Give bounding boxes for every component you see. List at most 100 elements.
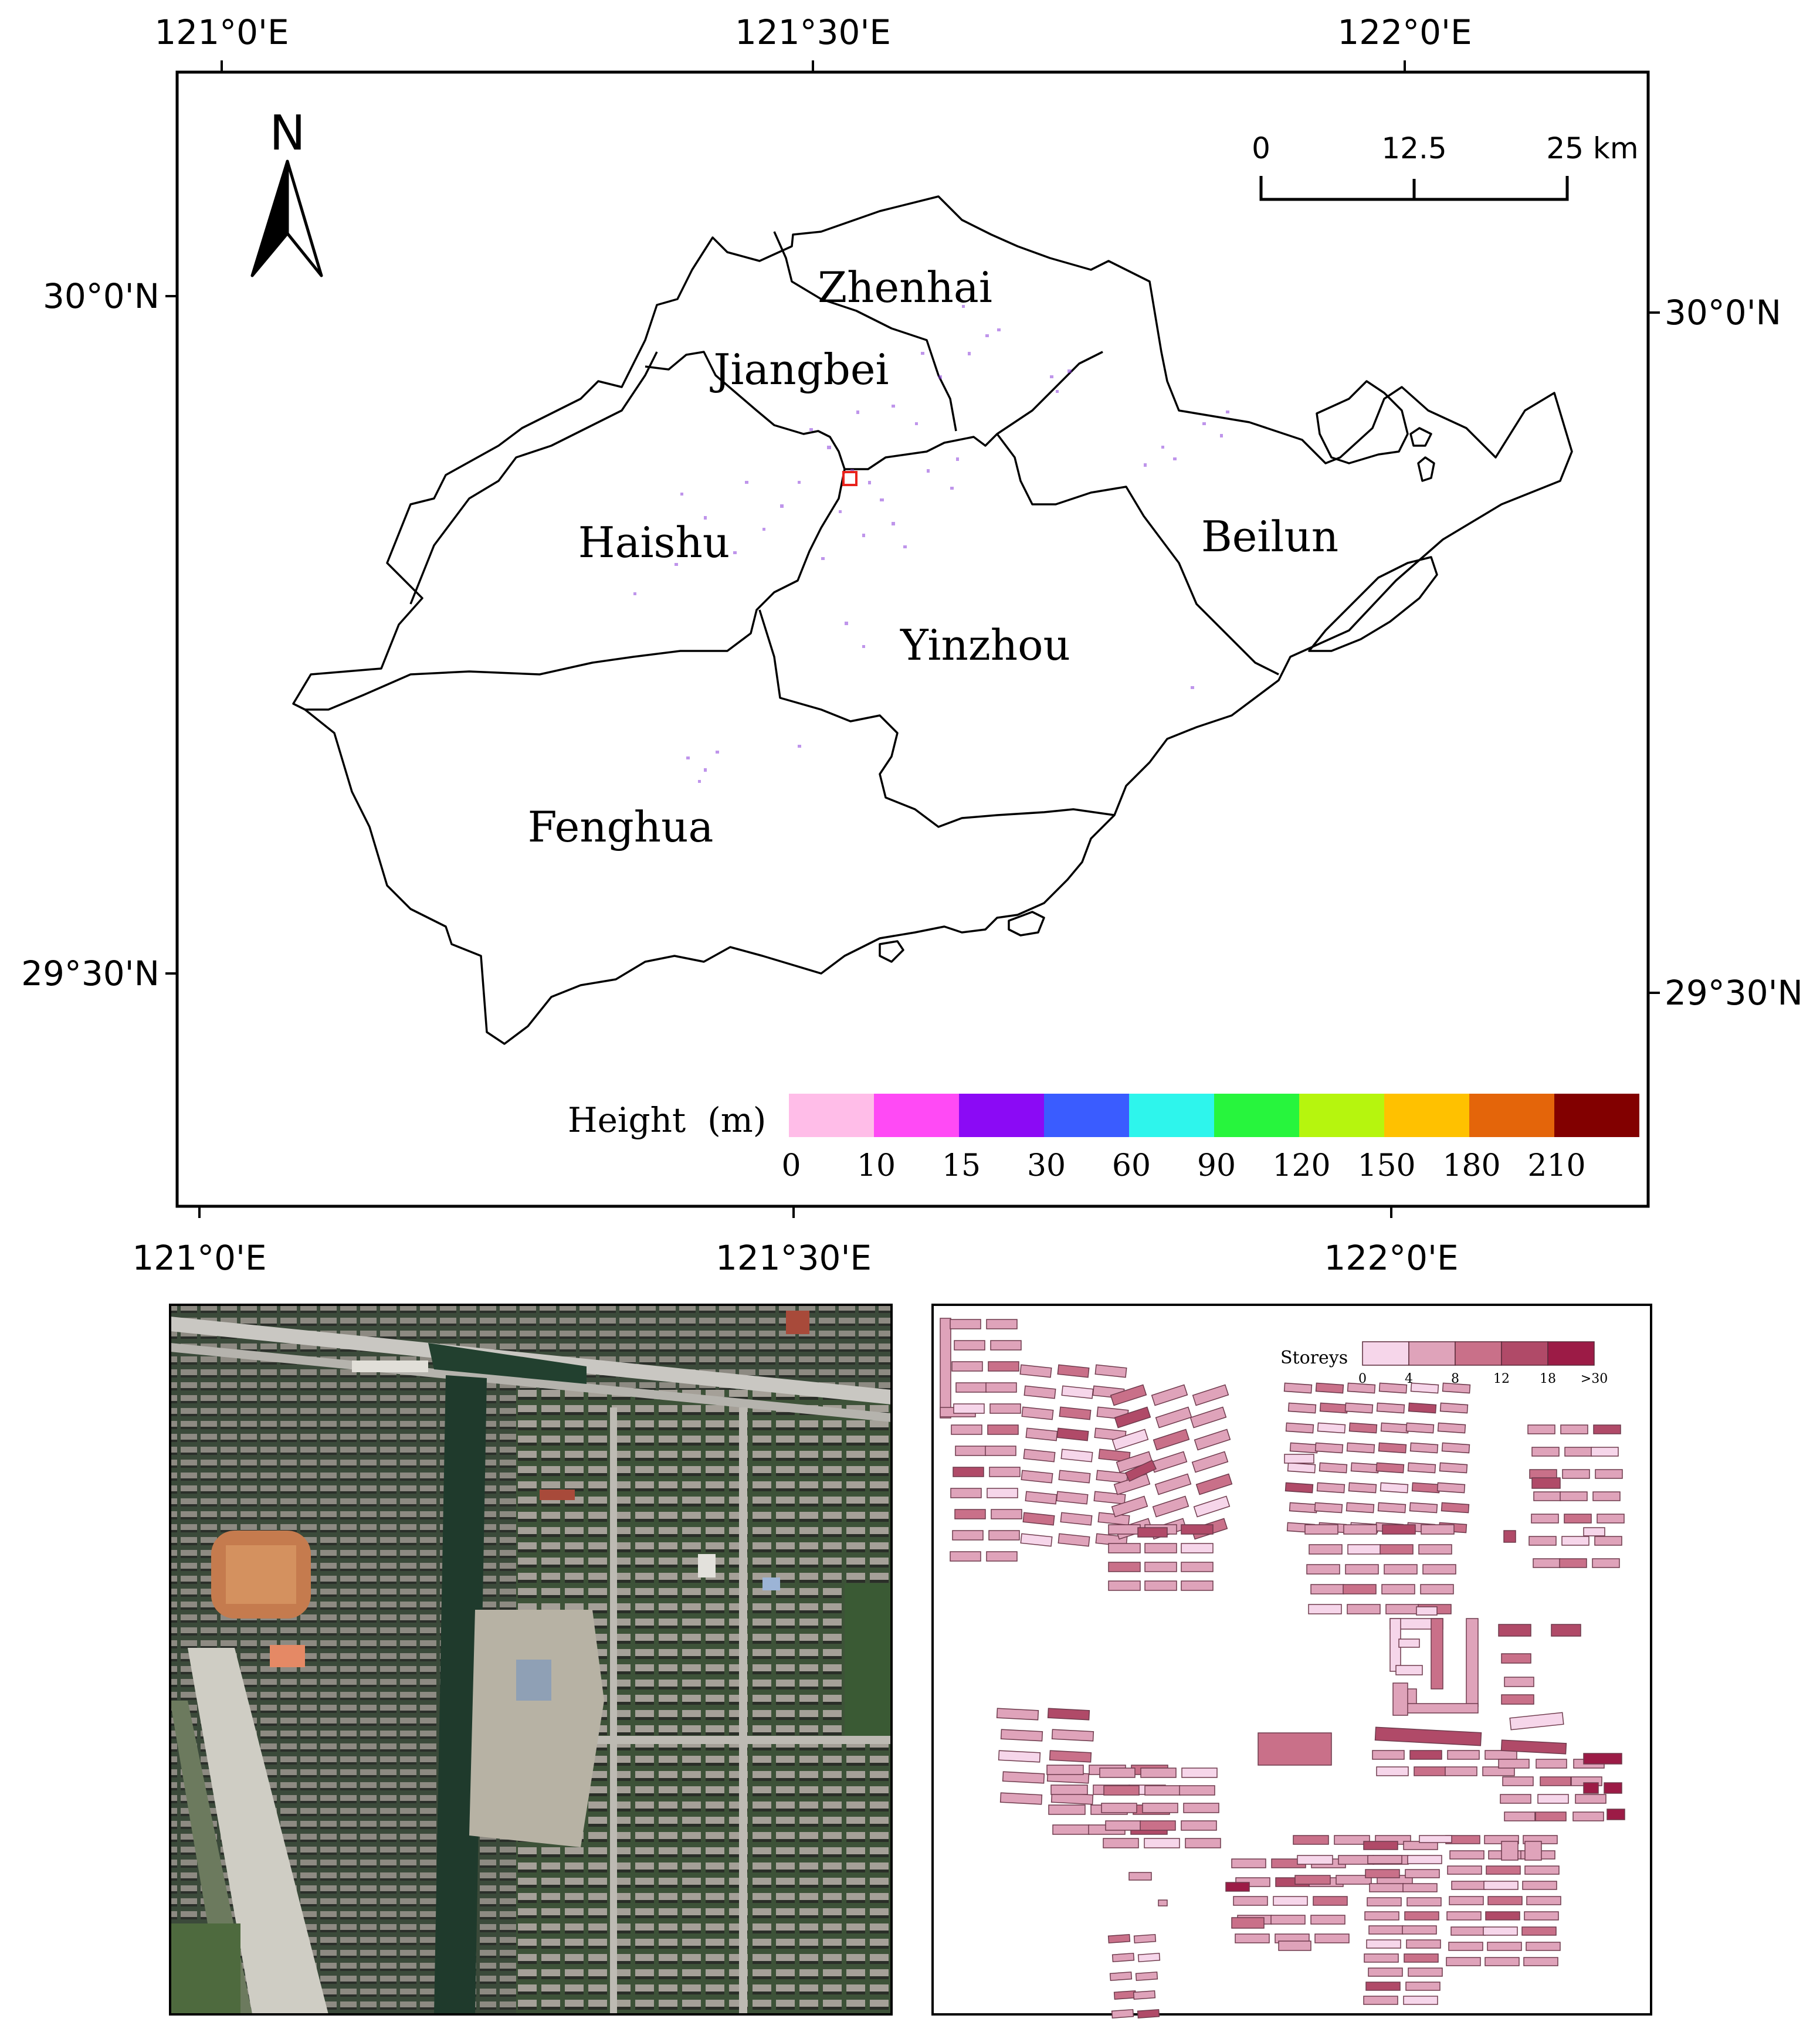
- building-footprint: [1273, 1896, 1308, 1906]
- building-footprint: [1099, 1767, 1136, 1778]
- building-footprint: [950, 1551, 981, 1562]
- storeys-tick-label: 12: [1493, 1372, 1510, 1386]
- height-swatch: [874, 1094, 959, 1137]
- building-footprint: [1446, 1911, 1482, 1921]
- district-label: Beilun: [1201, 512, 1338, 561]
- building-footprint: [1111, 2009, 1134, 2019]
- building-footprint: [1521, 1926, 1557, 1936]
- building-footprint: [1155, 1406, 1192, 1429]
- building-footprint: [1270, 1915, 1306, 1925]
- height-tick-label: 120: [1272, 1148, 1330, 1183]
- building-footprint: [1046, 1765, 1084, 1775]
- building-footprint: [1056, 1427, 1089, 1441]
- building-footprint: [1304, 1524, 1338, 1535]
- building-footprint: [1592, 1558, 1620, 1568]
- district-boundary: [758, 609, 1115, 828]
- building-footprint: [985, 1382, 1017, 1393]
- building-footprint: [1551, 1624, 1581, 1637]
- coordinate-labels: 121°0'E 121°30'E 122°0'E 121°0'E 121°30'…: [21, 12, 1803, 1278]
- building-footprint: [1562, 1469, 1590, 1479]
- building-footprint: [1378, 1382, 1408, 1394]
- scale-label: 0: [1252, 131, 1270, 165]
- building-footprint: [1110, 1384, 1147, 1406]
- building-footprint: [1192, 1384, 1229, 1406]
- storeys-swatch: [1547, 1341, 1595, 1366]
- left-lat-label: 30°0'N: [43, 276, 160, 316]
- storeys-tick-labels: 0 4 8 12 18 >30: [1358, 1372, 1608, 1386]
- building-footprint: [1319, 1462, 1348, 1474]
- island: [1417, 456, 1435, 482]
- bottom-lon-label: 121°30'E: [716, 1238, 872, 1278]
- building-footprint: [1536, 1759, 1567, 1769]
- building-footprint: [1375, 1462, 1405, 1474]
- satellite-panel: [169, 1304, 893, 2016]
- building-footprint: [1135, 1971, 1158, 1982]
- building-footprint: [1151, 1384, 1188, 1406]
- height-swatch: [789, 1094, 874, 1137]
- building-footprint: [1485, 1750, 1517, 1760]
- building-footprint: [1526, 1942, 1561, 1951]
- building-footprint: [1406, 1897, 1442, 1906]
- bottom-lon-label: 121°0'E: [132, 1238, 266, 1278]
- building-footprint: [1103, 1838, 1139, 1848]
- building-footprint: [1108, 1543, 1141, 1553]
- district-label: Yinzhou: [900, 620, 1070, 670]
- building-footprint: [951, 1424, 982, 1435]
- building-footprint: [1181, 1543, 1214, 1553]
- building-footprint: [1278, 1940, 1311, 1951]
- building-footprint: [1308, 1604, 1342, 1614]
- building-footprint: [1500, 1794, 1531, 1804]
- building-footprint: [1384, 1564, 1418, 1575]
- building-footprint: [1405, 1982, 1441, 1991]
- building-footprint: [1283, 1382, 1313, 1394]
- building-footprint: [1023, 1385, 1056, 1399]
- height-swatch: [959, 1094, 1044, 1137]
- height-tick-label: 0: [781, 1148, 801, 1183]
- island: [1008, 911, 1045, 937]
- building-footprint: [1528, 1536, 1557, 1546]
- building-footprint: [1450, 1926, 1486, 1936]
- building-footprint: [1597, 1514, 1625, 1524]
- building-footprint: [1501, 1694, 1534, 1705]
- building-footprint: [953, 1403, 985, 1414]
- building-footprint: [1101, 1803, 1137, 1813]
- building-footprint: [951, 1361, 983, 1372]
- building-footprint: [1364, 1953, 1399, 1963]
- island: [1308, 556, 1438, 652]
- building-footprint: [1591, 1447, 1619, 1457]
- building-footprint: [1449, 1896, 1484, 1905]
- building-points: [633, 305, 1229, 783]
- building-footprint: [1297, 1855, 1333, 1865]
- building-footprint: [1419, 1835, 1452, 1843]
- building-footprint: [1023, 1448, 1056, 1463]
- height-swatch: [1299, 1094, 1384, 1137]
- building-footprint: [1316, 1482, 1345, 1494]
- building-footprint: [1409, 1502, 1438, 1514]
- building-footprint: [1314, 1442, 1344, 1454]
- building-footprint: [1195, 1473, 1233, 1495]
- building-footprint: [1225, 1882, 1250, 1892]
- height-tick-label: 15: [942, 1148, 981, 1183]
- building-footprint: [1021, 1406, 1054, 1420]
- building-footprint: [1420, 1584, 1454, 1594]
- height-tick-label: 210: [1527, 1148, 1585, 1183]
- building-footprint: [1096, 1470, 1128, 1484]
- height-color-ramp: [789, 1094, 1639, 1137]
- building-footprint: [986, 1319, 1018, 1329]
- building-footprint: [1535, 1811, 1567, 1821]
- building-footprint: [1137, 1527, 1168, 1538]
- building-footprint: [1501, 1841, 1519, 1861]
- height-tick-label: 150: [1357, 1148, 1415, 1183]
- building-footprint: [1181, 1767, 1218, 1778]
- building-footprint: [1285, 1422, 1314, 1434]
- storeys-swatch: [1408, 1341, 1456, 1366]
- building-footprint: [1531, 1477, 1561, 1489]
- height-tick-label: 90: [1197, 1148, 1236, 1183]
- right-lat-label: 30°0'N: [1665, 293, 1781, 333]
- storeys-tick-label: 18: [1540, 1372, 1556, 1386]
- building-footprint: [940, 1318, 951, 1419]
- building-footprint: [1593, 1424, 1621, 1434]
- map-frame: [175, 70, 1650, 1208]
- building-footprint: [1404, 1953, 1439, 1963]
- building-footprint: [1002, 1771, 1045, 1784]
